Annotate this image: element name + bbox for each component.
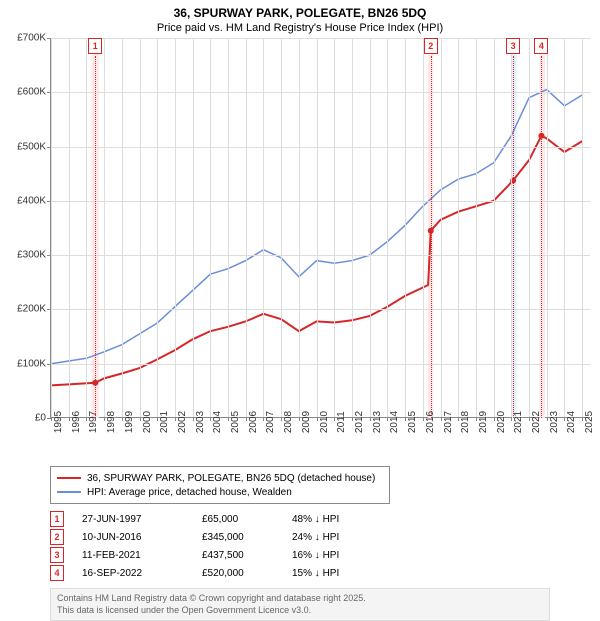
legend-label: HPI: Average price, detached house, Weal… [87,487,292,498]
x-tick-label: 1996 [71,411,82,433]
sale-price: £437,500 [202,550,292,561]
sale-number-box: 1 [50,511,64,527]
legend-item: 36, SPURWAY PARK, POLEGATE, BN26 5DQ (de… [57,471,383,485]
x-tick-label: 2006 [248,411,259,433]
sale-date: 16-SEP-2022 [82,568,202,579]
chart-subtitle: Price paid vs. HM Land Registry's House … [0,20,600,38]
plot-area: 1 2 34 [50,38,590,418]
chart-container: 36, SPURWAY PARK, POLEGATE, BN26 5DQ Pri… [0,0,600,620]
y-tick-label: £600K [17,87,46,98]
x-tick-label: 2005 [230,411,241,433]
x-tick-label: 2010 [319,411,330,433]
x-tick-label: 2001 [159,411,170,433]
x-tick-label: 2018 [460,411,471,433]
x-tick-label: 2004 [212,411,223,433]
x-tick-label: 2025 [584,411,595,433]
footer-line-1: Contains HM Land Registry data © Crown c… [57,593,543,605]
sale-delta: 15% ↓ HPI [292,568,382,579]
chart-title: 36, SPURWAY PARK, POLEGATE, BN26 5DQ [0,0,600,20]
x-tick-label: 2023 [549,411,560,433]
x-tick-label: 2014 [389,411,400,433]
x-tick-label: 2012 [354,411,365,433]
sales-table: 1 27-JUN-1997£65,00048% ↓ HPI 2 10-JUN-2016… [50,510,600,582]
x-tick-label: 2015 [407,411,418,433]
x-tick-label: 2000 [142,411,153,433]
sale-date: 11-FEB-2021 [82,550,202,561]
x-tick-label: 2009 [301,411,312,433]
x-tick-label: 2011 [336,411,347,433]
x-tick-label: 2003 [195,411,206,433]
x-tick-label: 2007 [265,411,276,433]
x-tick-label: 2013 [372,411,383,433]
table-row: 1 27-JUN-1997£65,00048% ↓ HPI [50,510,600,528]
x-tick-label: 2016 [425,411,436,433]
sale-number-box: 2 [50,529,64,545]
x-tick-label: 1999 [124,411,135,433]
x-tick-label: 2008 [283,411,294,433]
y-tick-label: £500K [17,141,46,152]
legend-item: HPI: Average price, detached house, Weal… [57,485,383,499]
sale-date: 10-JUN-2016 [82,532,202,543]
x-tick-label: 2022 [531,411,542,433]
sale-delta: 24% ↓ HPI [292,532,382,543]
x-tick-label: 2020 [496,411,507,433]
sale-number-box: 4 [50,565,64,581]
legend-swatch [57,491,81,493]
chart-area: £0£100K£200K£300K£400K£500K£600K£700K 12… [30,38,590,458]
legend-label: 36, SPURWAY PARK, POLEGATE, BN26 5DQ (de… [87,473,375,484]
table-row: 3 11-FEB-2021£437,50016% ↓ HPI [50,546,600,564]
sale-delta: 48% ↓ HPI [292,514,382,525]
sale-price: £345,000 [202,532,292,543]
table-row: 4 16-SEP-2022£520,00015% ↓ HPI [50,564,600,582]
legend: 36, SPURWAY PARK, POLEGATE, BN26 5DQ (de… [50,466,390,504]
sale-date: 27-JUN-1997 [82,514,202,525]
sale-number-box: 3 [50,547,64,563]
table-row: 2 10-JUN-2016£345,00024% ↓ HPI [50,528,600,546]
callout-marker: 4 [534,38,548,54]
callout-marker: 1 [88,38,102,54]
y-tick-label: £200K [17,304,46,315]
x-tick-label: 2021 [513,411,524,433]
sale-delta: 16% ↓ HPI [292,550,382,561]
y-tick-label: £400K [17,195,46,206]
x-tick-label: 2002 [177,411,188,433]
chart-svg [51,38,591,418]
y-tick-label: £100K [17,358,46,369]
legend-swatch [57,477,81,479]
y-axis-labels: £0£100K£200K£300K£400K£500K£600K£700K [0,38,46,418]
x-tick-label: 2024 [566,411,577,433]
x-tick-label: 1995 [53,411,64,433]
y-tick-label: £300K [17,250,46,261]
sale-price: £520,000 [202,568,292,579]
x-tick-label: 2019 [478,411,489,433]
callout-marker: 2 [424,38,438,54]
x-tick-label: 2017 [443,411,454,433]
footer-line-2: This data is licensed under the Open Gov… [57,605,543,617]
callout-marker: 3 [506,38,520,54]
footer-note: Contains HM Land Registry data © Crown c… [50,588,550,621]
sale-price: £65,000 [202,514,292,525]
y-tick-label: £0 [35,413,46,424]
x-axis-labels: 1995199619971998199920002001200220032004… [50,422,590,462]
x-tick-label: 1998 [106,411,117,433]
x-tick-label: 1997 [88,411,99,433]
y-tick-label: £700K [17,33,46,44]
